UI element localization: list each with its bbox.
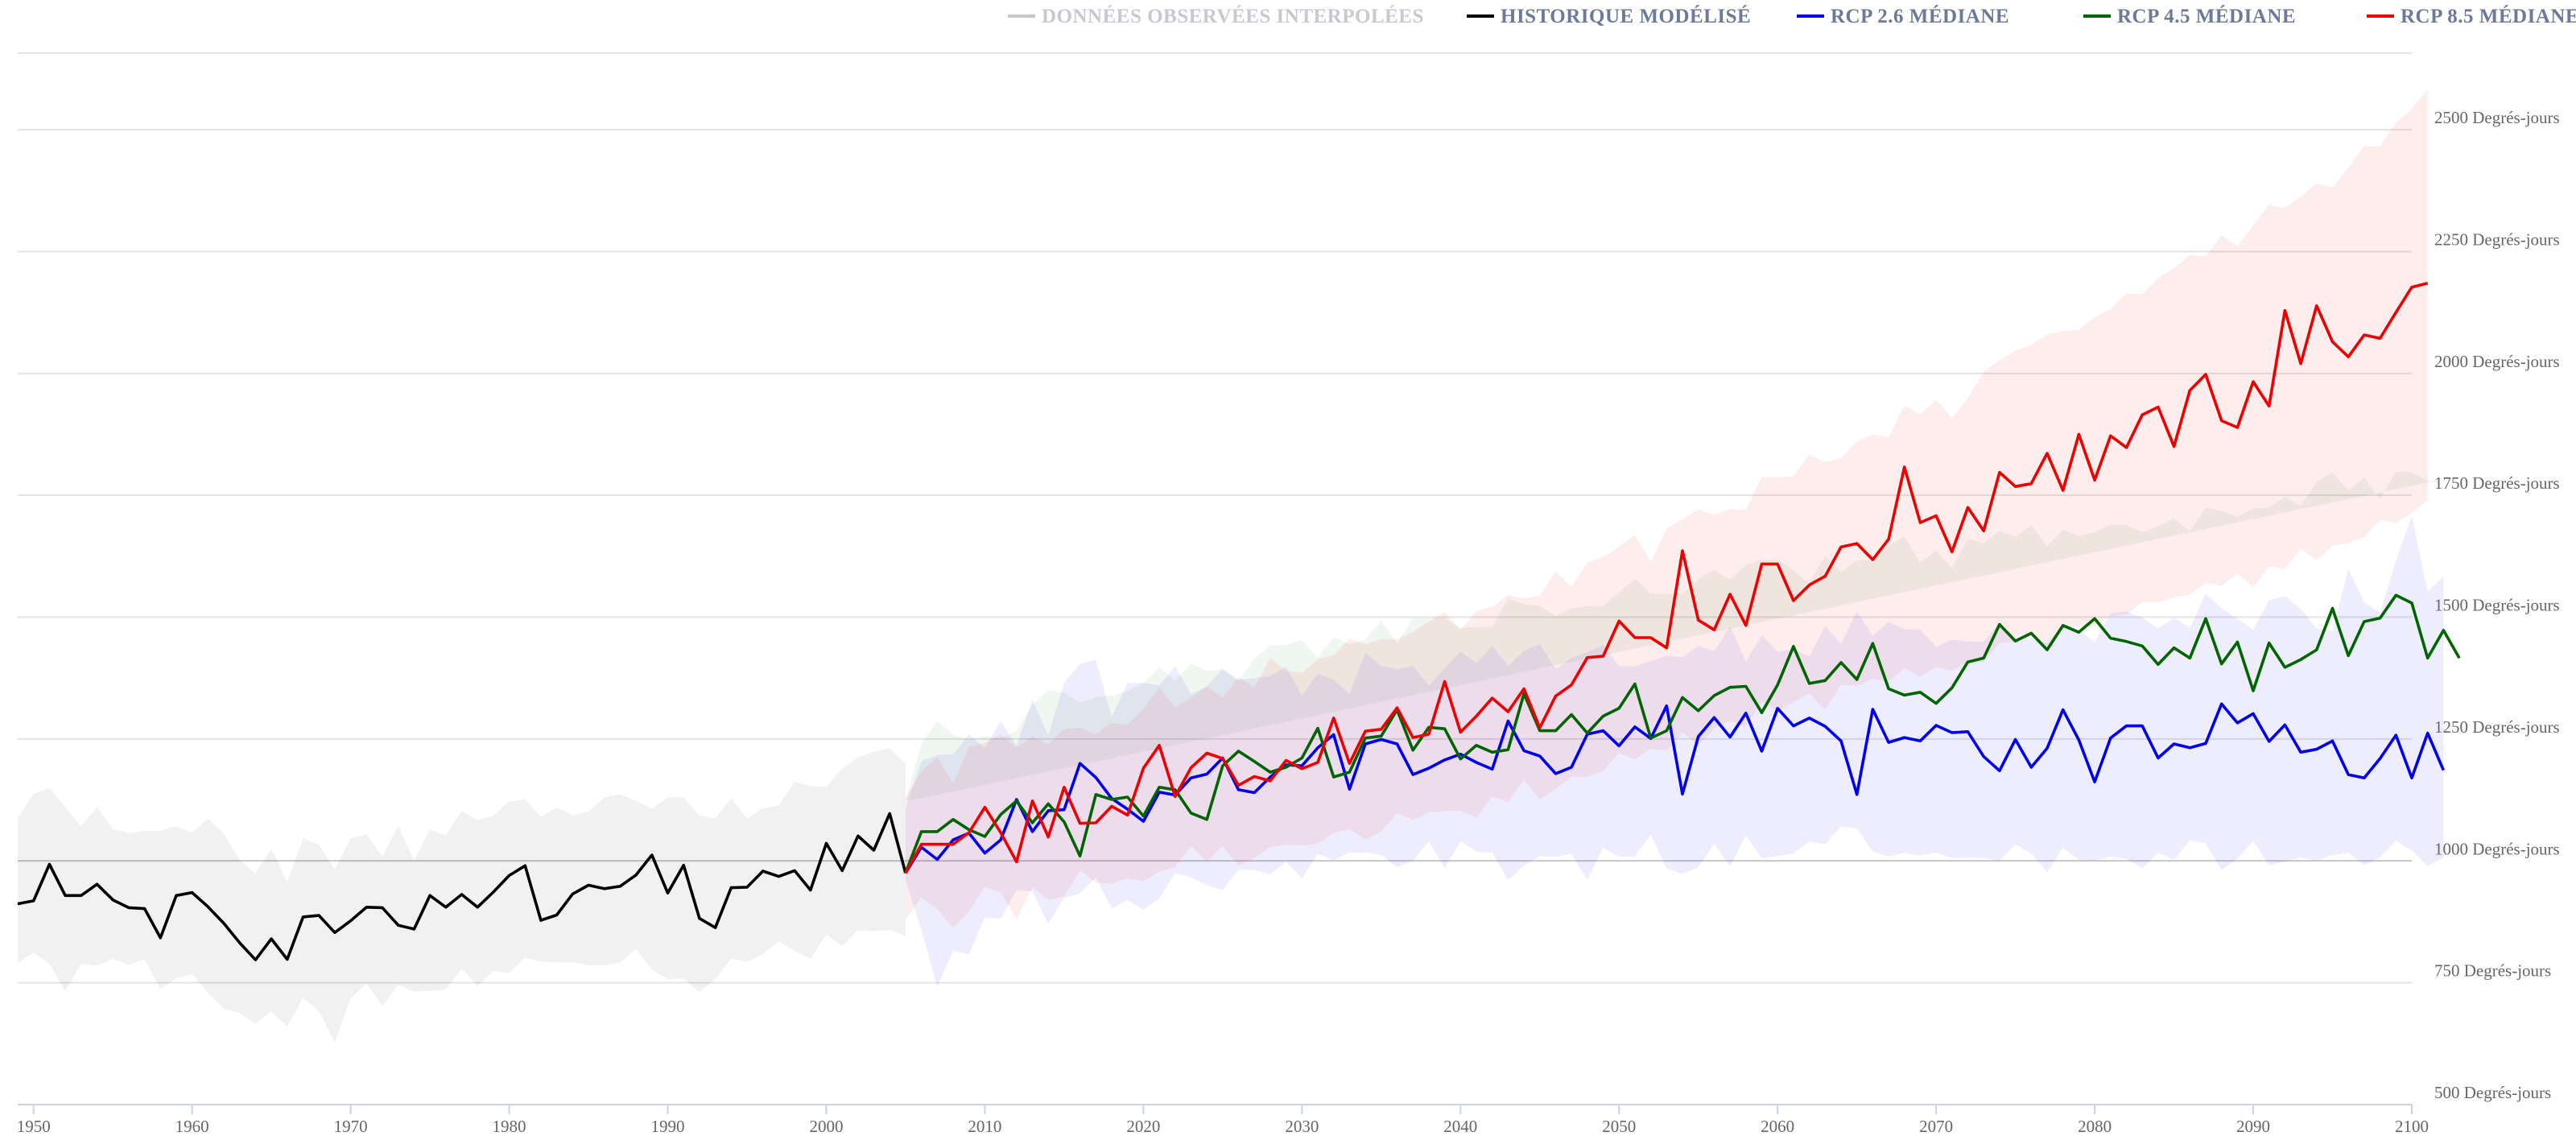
x-axis: 1950 1960 1970 1980 1990 2000 2010 2020 2030 2040… xyxy=(17,1104,2429,1136)
series-line-3 xyxy=(904,282,2429,874)
y-tick-label: 1750 Degrés-jours xyxy=(2434,473,2560,493)
y-tick-label: 2250 Degrés-jours xyxy=(2434,229,2560,249)
legend-item[interactable]: RCP 4.5 MÉDIANE xyxy=(2083,5,2296,27)
x-tick-label: 1990 xyxy=(651,1117,685,1136)
x-tick-label: 2100 xyxy=(2395,1117,2429,1136)
legend-item[interactable]: HISTORIQUE MODÉLISÉ xyxy=(1467,5,1751,27)
y-tick-label: 2000 Degrés-jours xyxy=(2434,352,2560,371)
x-tick-label: 2080 xyxy=(2078,1117,2112,1136)
x-tick-label: 1960 xyxy=(175,1117,209,1136)
y-tick-label: 500 Degrés-jours xyxy=(2434,1083,2551,1102)
legend-label: HISTORIQUE MODÉLISÉ xyxy=(1501,5,1751,27)
legend-item[interactable]: RCP 8.5 MÉDIANE xyxy=(2367,5,2576,27)
x-tick-label: 2030 xyxy=(1285,1117,1319,1136)
x-tick-label: 1950 xyxy=(17,1117,51,1136)
gridlines xyxy=(18,52,2412,984)
legend-item[interactable]: RCP 2.6 MÉDIANE xyxy=(1797,5,2009,27)
x-tick-label: 2000 xyxy=(809,1117,843,1136)
series-line-2 xyxy=(904,593,2461,874)
x-tick-label: 1970 xyxy=(334,1117,368,1136)
x-tick-label: 2090 xyxy=(2236,1117,2270,1136)
legend-label: DONNÉES OBSERVÉES INTERPOLÉES xyxy=(1042,5,1424,27)
x-tick-label: 2060 xyxy=(1761,1117,1794,1136)
legend-label: RCP 8.5 MÉDIANE xyxy=(2401,5,2576,27)
y-tick-label: 1000 Degrés-jours xyxy=(2434,839,2560,858)
series-line-0 xyxy=(17,812,907,961)
legend-label: RCP 4.5 MÉDIANE xyxy=(2117,5,2296,27)
x-tick-label: 1980 xyxy=(493,1117,526,1136)
range-bands xyxy=(18,89,2444,1043)
y-tick-label: 1250 Degrés-jours xyxy=(2434,717,2560,737)
legend[interactable]: DONNÉES OBSERVÉES INTERPOLÉES HISTORIQUE … xyxy=(1008,5,2576,27)
x-tick-label: 2070 xyxy=(1919,1117,1953,1136)
y-tick-label: 1500 Degrés-jours xyxy=(2434,596,2560,615)
y-tick-label: 750 Degrés-jours xyxy=(2434,961,2551,981)
series-line-1 xyxy=(904,702,2446,874)
range-band-series-2 xyxy=(905,471,2444,802)
range-band-series-3 xyxy=(905,89,2428,928)
x-tick-label: 2040 xyxy=(1443,1117,1477,1136)
median-lines xyxy=(17,282,2461,961)
y-axis: 500 Degrés-jours 750 Degrés-jours 1000 Deg… xyxy=(2434,108,2560,1102)
legend-item[interactable]: DONNÉES OBSERVÉES INTERPOLÉES xyxy=(1008,5,1424,27)
x-tick-label: 2020 xyxy=(1126,1117,1160,1136)
x-tick-label: 2050 xyxy=(1602,1117,1636,1136)
y-tick-label: 2500 Degrés-jours xyxy=(2434,108,2560,127)
x-tick-label: 2010 xyxy=(968,1117,1001,1136)
legend-label: RCP 2.6 MÉDIANE xyxy=(1831,5,2009,27)
